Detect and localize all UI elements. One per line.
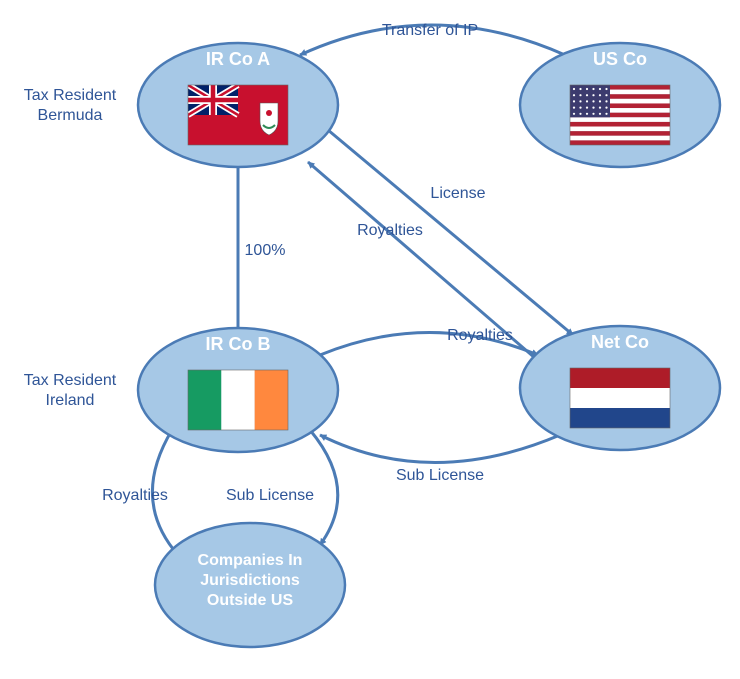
bermuda-flag bbox=[188, 85, 288, 145]
edge-label-hundred: 100% bbox=[245, 242, 286, 259]
ireland-flag bbox=[188, 370, 288, 430]
node-side-label: Tax ResidentBermuda bbox=[24, 87, 117, 124]
edge-label-sublicense_net_to_b: Sub License bbox=[396, 467, 484, 484]
edge-label-transfer_ip: Transfer of IP bbox=[382, 22, 478, 39]
node-other: Companies InJurisdictionsOutside US bbox=[155, 523, 345, 647]
node-ir_a: IR Co A Tax ResidentBermuda bbox=[24, 43, 338, 167]
node-net_co: Net Co bbox=[520, 326, 720, 450]
nodes-layer: IR Co A Tax ResidentBermuda US Co IR Co B Ta… bbox=[24, 43, 720, 647]
edge-label-royalties_net_to_a: Royalties bbox=[357, 222, 423, 239]
edge-label-sublicense_b_to_other: Sub License bbox=[226, 487, 314, 504]
edge-sublicense_b_to_other bbox=[310, 430, 338, 545]
netherlands-flag bbox=[570, 368, 670, 428]
node-side-label: Tax ResidentIreland bbox=[24, 372, 117, 409]
node-title: US Co bbox=[593, 49, 647, 69]
usa-flag bbox=[570, 85, 670, 145]
edge-sublicense_net_to_b bbox=[320, 435, 560, 463]
node-ir_b: IR Co B Tax ResidentIreland bbox=[24, 328, 338, 452]
node-us_co: US Co bbox=[520, 43, 720, 167]
node-title: Net Co bbox=[591, 332, 649, 352]
node-title: IR Co A bbox=[206, 49, 270, 69]
tax-structure-diagram: Transfer of IP License Royalties 100% Royalt… bbox=[0, 0, 740, 679]
edge-label-license: License bbox=[430, 185, 485, 202]
edge-label-royalties_b_to_net: Royalties bbox=[447, 327, 513, 344]
edge-label-royalties_other_to_b: Royalties bbox=[102, 487, 168, 504]
node-title: IR Co B bbox=[206, 334, 271, 354]
node-title: Companies InJurisdictionsOutside US bbox=[198, 552, 303, 609]
